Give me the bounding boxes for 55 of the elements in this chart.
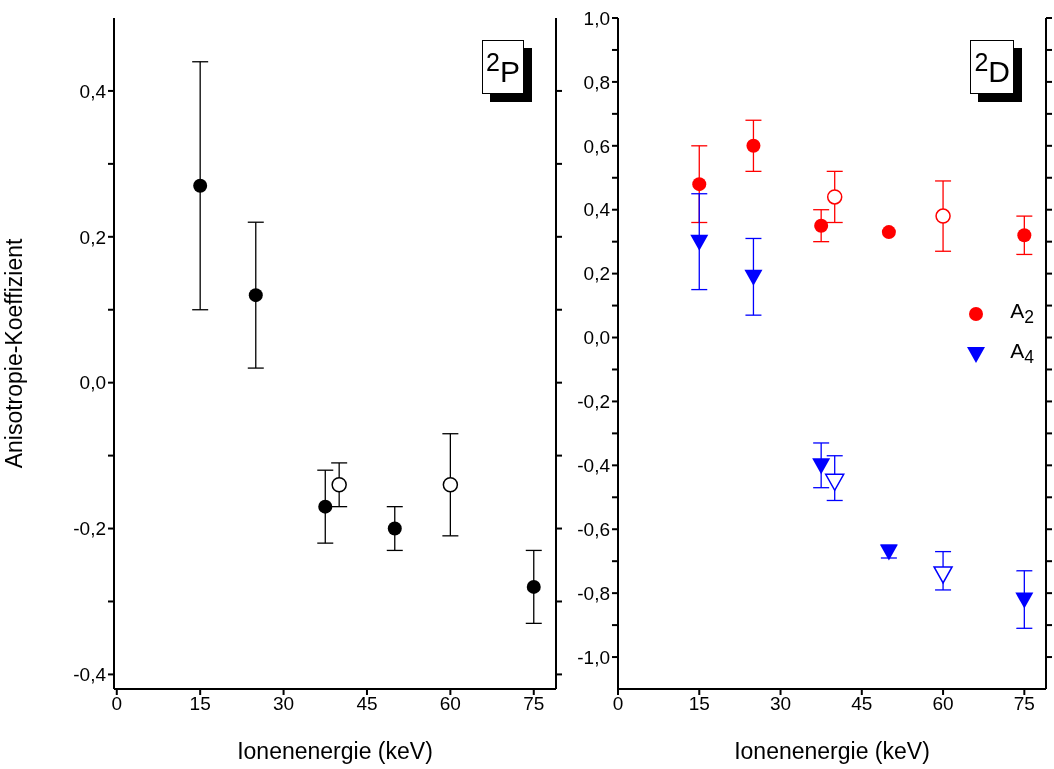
- point: [814, 218, 829, 233]
- y-tick-label: 1,0: [583, 7, 610, 29]
- y-tick-label: 0,2: [583, 263, 610, 285]
- point: [690, 234, 709, 251]
- y-axis-title: Anisotropie-Koeffizient: [1, 238, 28, 469]
- point: [746, 138, 761, 153]
- y-tick-label: 0,4: [79, 80, 107, 102]
- y-tick-label: 0,8: [583, 71, 610, 93]
- x-tick-label: 15: [189, 693, 211, 715]
- point: [824, 473, 845, 492]
- y-tick-label: 0,0: [583, 327, 610, 349]
- x-tick-label: 75: [523, 693, 545, 715]
- x-axis-title: Ionenenergie (keV): [237, 738, 433, 764]
- point: [193, 178, 208, 193]
- legend-label: A$_{2}$: [1010, 298, 1034, 329]
- x-axis-title: Ionenenergie (keV): [734, 738, 930, 764]
- x-tick-label: 60: [932, 693, 954, 715]
- x-tick-label: 30: [769, 693, 792, 715]
- y-tick-label: 0,4: [583, 199, 611, 221]
- point: [826, 189, 843, 205]
- x-tick-label: 15: [688, 693, 710, 715]
- point: [387, 521, 402, 536]
- x-tick-label: 45: [356, 693, 378, 715]
- point: [933, 566, 953, 584]
- y-tick-label: -0,2: [577, 391, 610, 413]
- point: [881, 225, 896, 240]
- x-tick-label: 45: [851, 693, 873, 715]
- legend-label: A$_{4}$: [1010, 338, 1034, 369]
- x-tick-label: 30: [273, 693, 295, 715]
- point: [935, 208, 951, 224]
- point: [1015, 592, 1034, 609]
- y-tick-label: -0,4: [577, 455, 611, 477]
- y-tick-label: 0,2: [79, 226, 106, 248]
- y-tick-label: -0,2: [73, 518, 106, 540]
- y-tick-label: -0,6: [577, 518, 610, 540]
- point: [442, 477, 459, 493]
- point: [744, 269, 763, 286]
- annotation: $^{2}$P: [482, 40, 524, 94]
- point: [1017, 228, 1032, 243]
- y-tick-label: -0,8: [577, 582, 610, 604]
- x-tick-label: 60: [439, 693, 461, 715]
- x-tick-label: 0: [111, 693, 123, 715]
- y-tick-label: 0,0: [79, 372, 106, 394]
- point: [331, 477, 347, 493]
- y-tick-label: 0,6: [583, 135, 610, 157]
- point: [318, 499, 333, 514]
- point: [812, 458, 831, 475]
- point: [526, 579, 541, 594]
- y-tick-label: -1,0: [577, 646, 610, 668]
- point: [248, 288, 263, 303]
- x-tick-label: 75: [1013, 693, 1035, 715]
- point: [692, 177, 707, 192]
- annotation: $^{2}$D: [970, 40, 1014, 94]
- x-tick-label: 0: [612, 693, 624, 715]
- y-tick-label: -0,4: [73, 664, 107, 686]
